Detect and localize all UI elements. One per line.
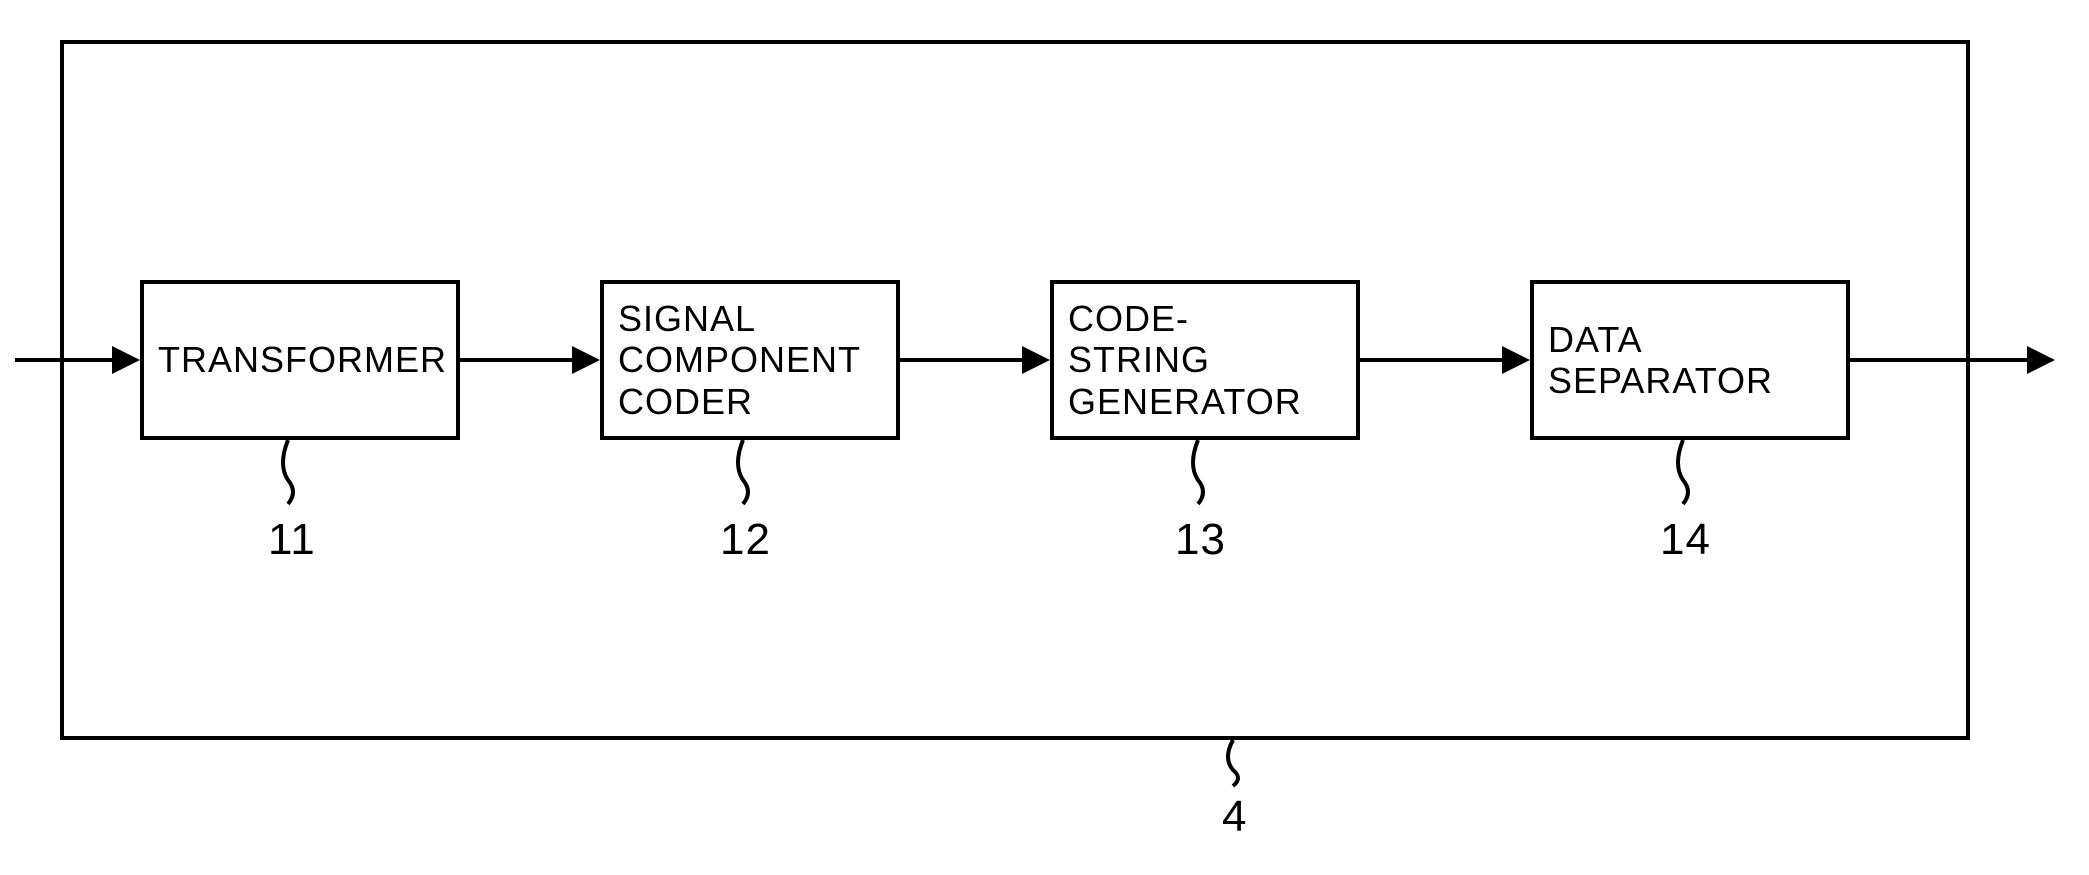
ref-number-14: 14: [1660, 515, 1711, 565]
arrow-head-icon: [2027, 346, 2055, 374]
ref-leader-12: [725, 440, 765, 510]
block-data-separator: DATASEPARATOR: [1530, 280, 1850, 440]
block-label: DATASEPARATOR: [1548, 319, 1773, 402]
arrow-head-icon: [112, 346, 140, 374]
ref-number-4: 4: [1222, 792, 1247, 842]
ref-leader-4: [1215, 740, 1255, 790]
ref-leader-11: [270, 440, 310, 510]
ref-number-12: 12: [720, 515, 771, 565]
arrow-2-3: [900, 358, 1025, 362]
arrow-1-2: [460, 358, 575, 362]
block-signal-component-coder: SIGNALCOMPONENTCODER: [600, 280, 900, 440]
arrow-output: [1850, 358, 2030, 362]
block-diagram: TRANSFORMER SIGNALCOMPONENTCODER CODE-ST…: [0, 0, 2089, 875]
ref-leader-13: [1180, 440, 1220, 510]
arrow-head-icon: [1022, 346, 1050, 374]
arrow-3-4: [1360, 358, 1505, 362]
block-transformer: TRANSFORMER: [140, 280, 460, 440]
ref-number-11: 11: [268, 515, 316, 565]
block-code-string-generator: CODE-STRINGGENERATOR: [1050, 280, 1360, 440]
block-label: TRANSFORMER: [158, 339, 447, 380]
ref-number-13: 13: [1175, 515, 1226, 565]
ref-leader-14: [1665, 440, 1705, 510]
arrow-head-icon: [1502, 346, 1530, 374]
block-label: CODE-STRINGGENERATOR: [1068, 298, 1302, 422]
block-label: SIGNALCOMPONENTCODER: [618, 298, 861, 422]
arrow-input: [15, 358, 115, 362]
arrow-head-icon: [572, 346, 600, 374]
